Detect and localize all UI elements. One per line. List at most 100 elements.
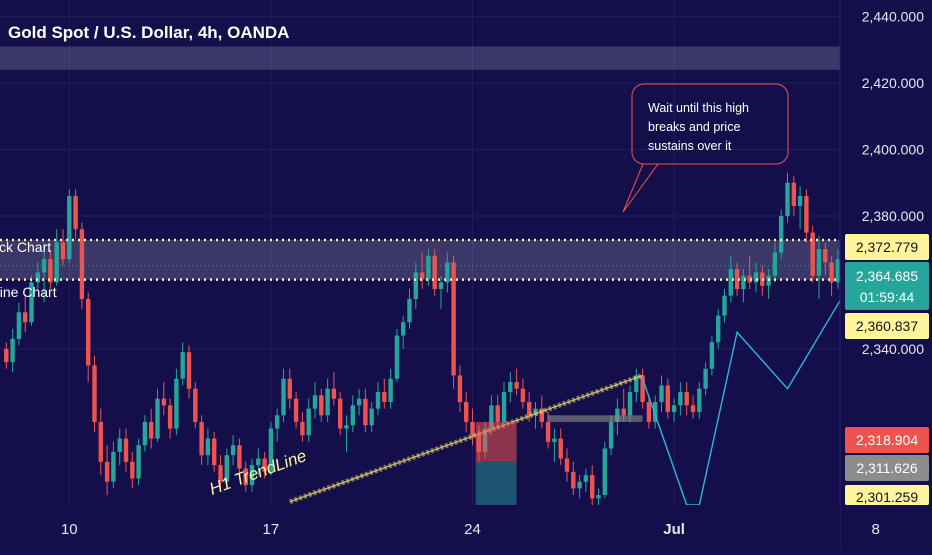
candle-body-29 bbox=[186, 352, 192, 389]
candle-body-110 bbox=[697, 388, 702, 412]
candle-body-49 bbox=[312, 395, 318, 409]
candle-body-66 bbox=[419, 272, 425, 280]
candle-body-13 bbox=[86, 299, 91, 366]
red-level-value: 2,318.904 bbox=[856, 432, 918, 448]
candle-body-111 bbox=[703, 368, 708, 389]
x-tick-label-1: 17 bbox=[263, 521, 280, 538]
candle-body-131 bbox=[829, 262, 834, 283]
candle-body-57 bbox=[363, 398, 368, 426]
candle-body-7 bbox=[48, 259, 53, 283]
candle-body-122 bbox=[772, 252, 778, 276]
candle-body-18 bbox=[117, 438, 122, 452]
candle-body-83 bbox=[527, 402, 532, 416]
candle-body-128 bbox=[810, 232, 815, 276]
h1-trendline-core bbox=[289, 374, 643, 503]
candle-body-99 bbox=[627, 392, 633, 416]
candle-body-14 bbox=[92, 365, 97, 422]
candle-body-15 bbox=[98, 421, 103, 462]
candle-body-50 bbox=[319, 395, 324, 416]
candle-body-52 bbox=[331, 388, 337, 399]
candle-body-92 bbox=[583, 475, 589, 482]
candle-body-81 bbox=[514, 382, 519, 389]
y-tick-label-3: 2,380.000 bbox=[862, 208, 924, 224]
candle-body-95 bbox=[602, 448, 607, 496]
upper-line-label: tick Chart bbox=[0, 239, 51, 255]
candle-body-48 bbox=[306, 408, 311, 436]
candle-body-115 bbox=[728, 269, 733, 296]
candle-body-58 bbox=[369, 408, 374, 426]
candle-body-40 bbox=[256, 458, 261, 466]
candle-body-31 bbox=[199, 421, 204, 456]
candle-body-77 bbox=[489, 405, 494, 429]
time-axis-bg bbox=[0, 505, 840, 550]
y-tick-label-1: 2,420.000 bbox=[862, 75, 924, 91]
candle-body-93 bbox=[590, 475, 595, 499]
gray-level-badge bbox=[845, 455, 929, 481]
candle-body-69 bbox=[438, 282, 444, 290]
projection-path bbox=[641, 272, 858, 506]
candle-body-73 bbox=[464, 402, 469, 422]
x-tick-labels: 101724Jul815 bbox=[61, 521, 880, 538]
candle-body-38 bbox=[243, 468, 248, 486]
countdown-value: 01:59:44 bbox=[860, 289, 915, 305]
candle-body-51 bbox=[325, 388, 330, 416]
candle-body-59 bbox=[375, 392, 381, 409]
time-axis[interactable]: 101724Jul815 bbox=[0, 505, 932, 550]
candle-body-30 bbox=[193, 388, 198, 422]
candle-body-87 bbox=[552, 438, 557, 442]
candle-body-109 bbox=[690, 405, 696, 412]
candle-body-70 bbox=[445, 262, 450, 283]
candle-body-74 bbox=[470, 421, 475, 436]
candle-body-61 bbox=[388, 378, 393, 403]
lower-level-badge bbox=[845, 313, 929, 339]
candle-body-102 bbox=[646, 402, 652, 422]
candle-body-42 bbox=[268, 428, 274, 472]
last-price-value: 2,364.685 bbox=[856, 268, 918, 284]
candle-body-104 bbox=[659, 385, 664, 403]
candle-body-36 bbox=[230, 445, 236, 456]
candle-body-55 bbox=[350, 405, 355, 426]
candle-body-35 bbox=[224, 455, 229, 482]
chart-title: Gold Spot / U.S. Dollar, 4h, OANDA bbox=[8, 23, 289, 42]
candle-body-129 bbox=[816, 249, 822, 276]
candle-body-89 bbox=[564, 458, 570, 472]
candle-body-11 bbox=[73, 196, 78, 230]
candle-body-78 bbox=[495, 405, 500, 422]
candle-body-64 bbox=[407, 299, 412, 323]
candle-body-85 bbox=[539, 408, 544, 422]
bottom-level-value: 2,301.259 bbox=[856, 489, 918, 505]
candle-body-130 bbox=[823, 249, 828, 263]
risk-box bbox=[475, 421, 517, 462]
candle-body-71 bbox=[451, 262, 456, 376]
lower-level-value: 2,360.837 bbox=[856, 318, 918, 334]
candle-body-100 bbox=[634, 375, 639, 393]
candle-body-10 bbox=[67, 196, 72, 260]
candle-body-19 bbox=[123, 438, 129, 462]
price-axis[interactable]: 2,440.000 2,420.000 2,400.000 2,380.000 2,34… bbox=[839, 0, 932, 550]
candle-body-27 bbox=[174, 378, 179, 429]
candle-body-119 bbox=[753, 272, 759, 283]
gray-range-box bbox=[548, 415, 643, 422]
candle-body-3 bbox=[23, 312, 28, 323]
candle-body-96 bbox=[608, 421, 614, 449]
y-tick-label-2: 2,400.000 bbox=[862, 142, 924, 158]
candle-body-32 bbox=[205, 438, 211, 456]
candle-body-91 bbox=[577, 481, 582, 489]
candle-body-34 bbox=[218, 465, 223, 482]
candle-body-16 bbox=[104, 461, 110, 482]
callout-box bbox=[631, 83, 789, 165]
candle-body-0 bbox=[4, 348, 9, 363]
candle-body-127 bbox=[804, 196, 809, 233]
candle-body-8 bbox=[54, 242, 59, 283]
candle-body-114 bbox=[722, 295, 727, 316]
callout-line-2: breaks and price bbox=[648, 120, 740, 134]
candle-body-21 bbox=[136, 445, 141, 479]
candle-body-125 bbox=[791, 182, 796, 206]
candle-body-126 bbox=[797, 196, 803, 206]
level-lines bbox=[0, 238, 840, 281]
candle-body-79 bbox=[501, 392, 507, 422]
candle-body-24 bbox=[155, 398, 160, 439]
candle-body-22 bbox=[142, 421, 148, 446]
